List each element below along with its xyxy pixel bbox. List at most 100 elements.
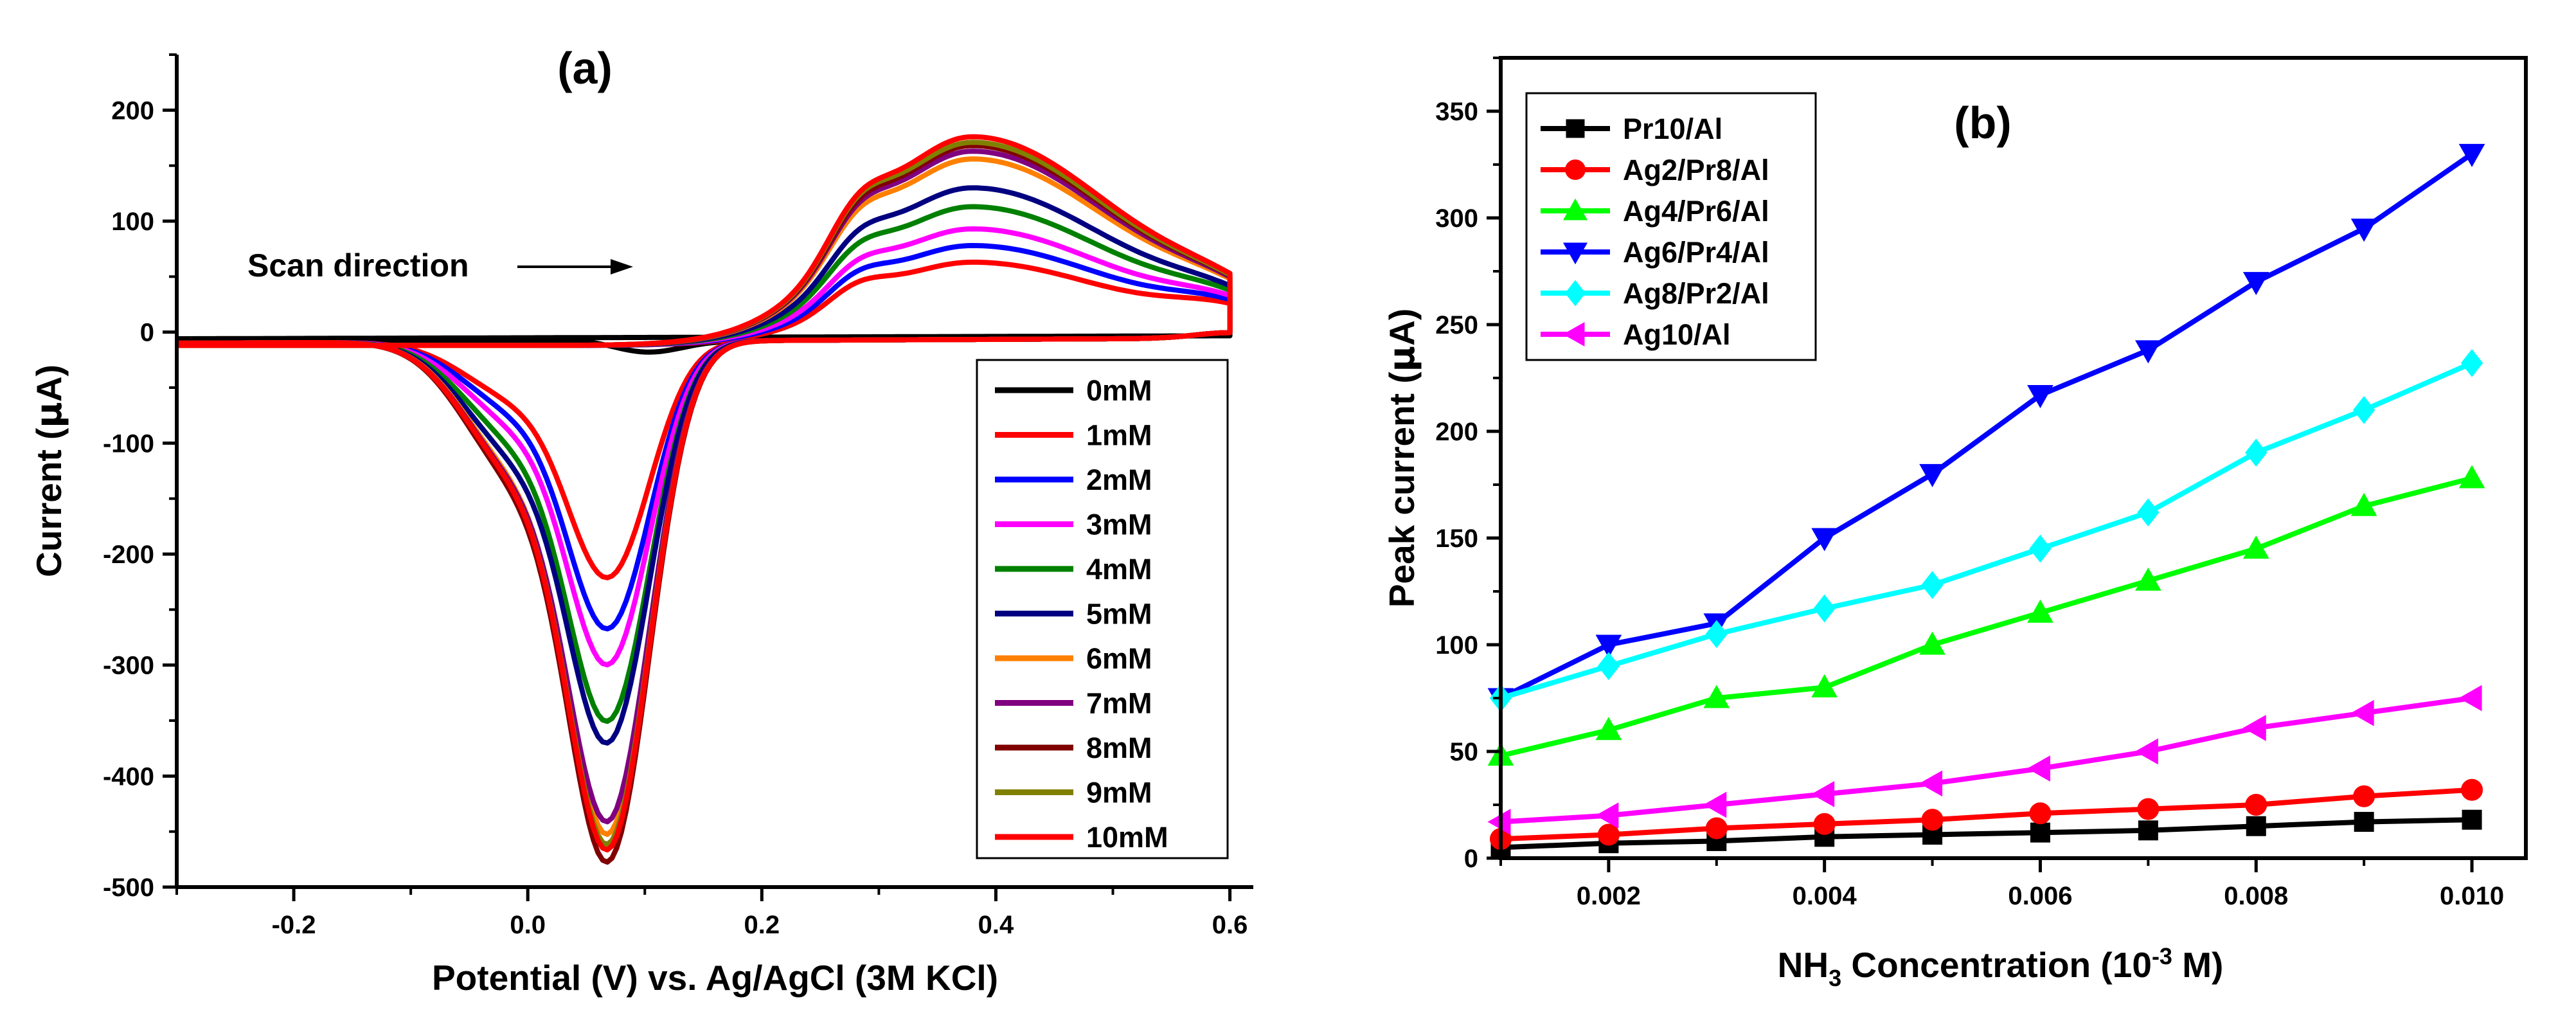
data-point <box>1595 717 1622 741</box>
y-tick-label-b: 350 <box>1435 98 1478 126</box>
data-point <box>2246 816 2266 836</box>
data-point <box>2029 534 2052 563</box>
data-point <box>2245 438 2267 467</box>
data-point <box>2245 794 2267 816</box>
y-tick-label-a: 0 <box>140 319 154 347</box>
y-axis-title-a-end: A) <box>29 364 69 402</box>
y-axis-title-b-main: Peak current ( <box>1382 372 1422 608</box>
x-tick-label-b: 0.010 <box>2440 882 2504 910</box>
plot-frame-b <box>1499 56 2528 860</box>
legend-a-label: 5mM <box>1086 598 1152 631</box>
x-tick-label-a: 0.4 <box>978 911 1014 939</box>
panel-label-a: (a) <box>557 43 613 93</box>
y-tick-label-b: 300 <box>1435 204 1478 233</box>
legend-b-label: Ag10/Al <box>1623 318 1731 351</box>
data-point <box>1597 823 1620 846</box>
data-point <box>2026 755 2050 782</box>
y-axis-title-b-end: A) <box>1382 309 1422 346</box>
legend-b-label: Ag2/Pr8/Al <box>1623 154 1769 186</box>
y-axis-title-a-symbol: μ <box>28 402 69 427</box>
cv-curve-10mM <box>177 134 1233 853</box>
y-tick-label-a: -200 <box>103 541 154 569</box>
series-Ag10/Al <box>1487 685 2482 835</box>
y-axis-title-b: Peak current (μA) <box>1381 309 1422 607</box>
cv-curves <box>177 134 1233 865</box>
data-point <box>2027 385 2053 409</box>
marker-square <box>1566 119 1585 138</box>
legend-a-label: 6mM <box>1086 642 1152 675</box>
series-line <box>1500 476 2473 759</box>
data-point <box>2458 465 2485 489</box>
x-ticks-b: 0.002 0.004 0.006 0.008 0.010 <box>1499 858 2504 910</box>
data-point <box>2135 340 2161 364</box>
legend-a-label: 8mM <box>1086 732 1152 764</box>
data-point <box>1595 802 1619 829</box>
data-point <box>1595 634 1622 658</box>
legend-a-label: 4mM <box>1086 553 1152 586</box>
x-tick-label-b: 0.002 <box>1577 882 1641 910</box>
legend-b: Pr10/Al Ag2/Pr8/Al Ag4/Pr6/Al Ag6/Pr4/Al Ag8… <box>1525 92 1817 361</box>
marker-triangle-up <box>1562 198 1588 220</box>
x-tick-label-a: 0.2 <box>744 911 780 939</box>
scan-direction-label: Scan direction <box>247 247 469 283</box>
y-tick-label-a: -400 <box>103 762 154 791</box>
legend-a-label: 10mM <box>1086 821 1168 854</box>
x-axis-title-b-main: NH <box>1778 945 1829 985</box>
data-point <box>2350 219 2377 242</box>
y-axis-title-a-main: Current ( <box>29 427 69 577</box>
series-Ag8/Pr2/Al <box>1489 348 2483 712</box>
legend-b-label: Ag6/Pr4/Al <box>1623 236 1769 269</box>
y-tick-label-b: 100 <box>1435 631 1478 660</box>
data-point <box>2242 535 2269 559</box>
data-point <box>2458 143 2485 167</box>
legend-b-label: Pr10/Al <box>1623 112 1722 145</box>
data-point <box>2350 699 2374 726</box>
data-point <box>2242 715 2266 741</box>
data-point <box>2027 599 2053 623</box>
y-tick-label-b: 0 <box>1464 845 1478 873</box>
y-tick-label-a: -500 <box>103 874 154 902</box>
data-point <box>1703 685 1730 708</box>
legend-a-label: 0mM <box>1086 374 1152 407</box>
data-point <box>2138 820 2158 841</box>
x-axis-title-b-end: M) <box>2172 945 2223 985</box>
series-line <box>1499 152 2474 701</box>
series-line <box>1500 696 2473 825</box>
data-point <box>1811 674 1838 697</box>
data-point <box>2458 685 2482 712</box>
legend-b-label: Ag4/Pr6/Al <box>1623 195 1769 228</box>
x-ticks-a: -0.2 0.0 0.2 0.4 0.6 <box>175 887 1248 939</box>
data-point <box>2134 738 2158 765</box>
legend-a: 0mM 1mM 2mM 3mM 4mM 5mM 6mM 7mM 8mM 9mM 10mM <box>976 359 1229 859</box>
panel-a-axes <box>175 55 1253 889</box>
data-point <box>1813 813 1836 835</box>
series-Ag4/Pr6/Al <box>1487 465 2485 766</box>
x-axis-title-b: NH3 Concentration (10-3 M) <box>1778 943 2224 991</box>
data-point <box>1703 791 1727 818</box>
series-line <box>1500 817 2473 850</box>
data-point <box>2350 492 2377 516</box>
marker-triangle-left <box>1562 321 1585 347</box>
panel-b-peak-current: 0.002 0.004 0.006 0.008 0.010 0 50 100 150 200 25… <box>1381 56 2528 991</box>
data-point <box>2354 812 2374 832</box>
data-point <box>2029 802 2052 825</box>
y-axis-title-a: Current (μA) <box>28 364 69 577</box>
marker-diamond <box>1564 280 1586 307</box>
x-tick-label-a: -0.2 <box>272 911 316 939</box>
x-tick-label-b: 0.008 <box>2224 882 2288 910</box>
series-line <box>1500 787 2473 842</box>
data-point <box>1919 631 1945 655</box>
scan-direction-arrow-head <box>611 259 633 274</box>
data-point <box>1597 652 1620 681</box>
data-point <box>2030 822 2050 843</box>
y-tick-label-a: 100 <box>111 208 154 236</box>
series-line <box>1499 361 2473 701</box>
x-axis-title-b-sub: 3 <box>1829 965 1841 991</box>
x-axis-title-b-mid: Concentration (10 <box>1841 945 2152 985</box>
y-ticks-b: 0 50 100 150 200 250 300 350 <box>1435 57 1501 873</box>
marker-circle <box>1565 159 1586 180</box>
y-tick-label-b: 150 <box>1435 525 1478 553</box>
y-tick-label-a: 200 <box>111 96 154 125</box>
y-tick-label-b: 50 <box>1450 738 1479 766</box>
